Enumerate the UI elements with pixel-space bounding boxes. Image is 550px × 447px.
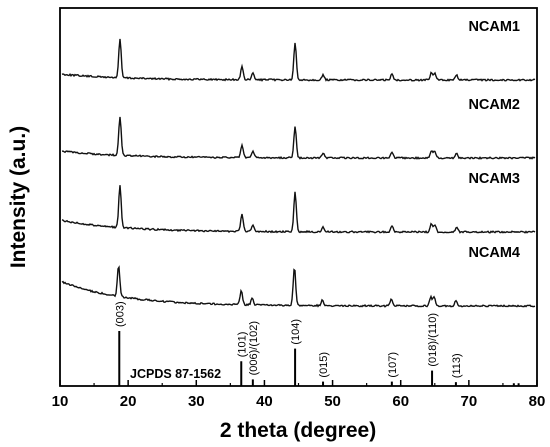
reference-line-label: (104) xyxy=(290,319,302,345)
series-label: NCAM4 xyxy=(468,245,520,261)
x-tick-label: 70 xyxy=(461,393,478,410)
reference-card-label: JCPDS 87-1562 xyxy=(130,367,221,381)
reference-line-label: (006)/(102) xyxy=(248,321,260,375)
y-axis-title: Intensity (a.u.) xyxy=(7,126,30,268)
x-tick-label: 40 xyxy=(256,393,273,410)
x-axis-title: 2 theta (degree) xyxy=(220,419,376,442)
x-tick-label: 20 xyxy=(120,393,137,410)
series-label: NCAM1 xyxy=(468,19,520,35)
reference-line-label: (018)/(110) xyxy=(427,313,439,367)
x-tick-label: 60 xyxy=(392,393,409,410)
series-label: NCAM2 xyxy=(468,97,520,113)
series-line xyxy=(61,185,536,234)
series-label: NCAM3 xyxy=(468,171,520,187)
x-ticks-group: 10 20 30 40 50 60 70 80 xyxy=(52,380,546,410)
x-tick-label: 30 xyxy=(188,393,205,410)
reference-line-label: (107) xyxy=(387,352,399,378)
reference-line-label: (101) xyxy=(236,332,248,358)
series-line xyxy=(61,116,536,160)
reference-line-label: (003) xyxy=(114,301,126,327)
x-tick-label: 80 xyxy=(529,393,546,410)
reference-lines-group: (003) (101) (006)/(102) (104) (015) (107) (018… xyxy=(114,301,520,386)
x-tick-label: 10 xyxy=(52,393,69,410)
curves-group xyxy=(61,38,536,308)
reference-line-label: (015) xyxy=(318,352,330,378)
x-tick-label: 50 xyxy=(324,393,341,410)
reference-line-label: (113) xyxy=(451,353,463,378)
series-line xyxy=(61,38,536,82)
series-line xyxy=(61,265,536,308)
series-labels-group: NCAM1 NCAM2 NCAM3 NCAM4 xyxy=(468,19,520,261)
